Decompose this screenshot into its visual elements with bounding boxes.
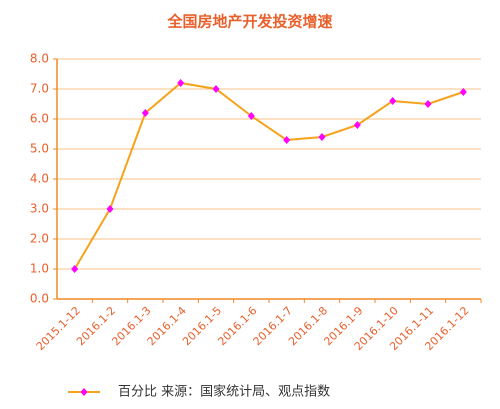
legend-marker <box>80 388 88 396</box>
line <box>73 81 464 270</box>
marker <box>389 97 397 105</box>
y-tick-label: 2.0 <box>30 232 49 246</box>
marker <box>318 133 326 141</box>
y-tick-label: 1.0 <box>30 262 49 276</box>
legend-label: 百分比 来源：国家统计局、观点指数 <box>118 384 330 400</box>
y-tick-label: 7.0 <box>30 82 49 96</box>
marker <box>247 112 255 120</box>
marker <box>71 265 79 273</box>
marker <box>424 100 432 108</box>
y-tick-label: 3.0 <box>30 202 49 216</box>
marker <box>283 136 291 144</box>
marker <box>353 121 361 129</box>
y-tick-label: 0.0 <box>30 292 49 306</box>
y-tick-label: 8.0 <box>30 52 49 66</box>
marker <box>459 88 467 96</box>
marker <box>177 79 185 87</box>
marker <box>106 205 114 213</box>
y-tick-label: 5.0 <box>30 142 49 156</box>
marker <box>212 85 220 93</box>
x-tick-label: 2015.1-12 <box>34 304 83 353</box>
y-tick-label: 4.0 <box>30 172 49 186</box>
chart-title: 全国房地产开发投资增速 <box>166 13 332 31</box>
y-tick-label: 6.0 <box>30 112 49 126</box>
marker <box>141 109 149 117</box>
